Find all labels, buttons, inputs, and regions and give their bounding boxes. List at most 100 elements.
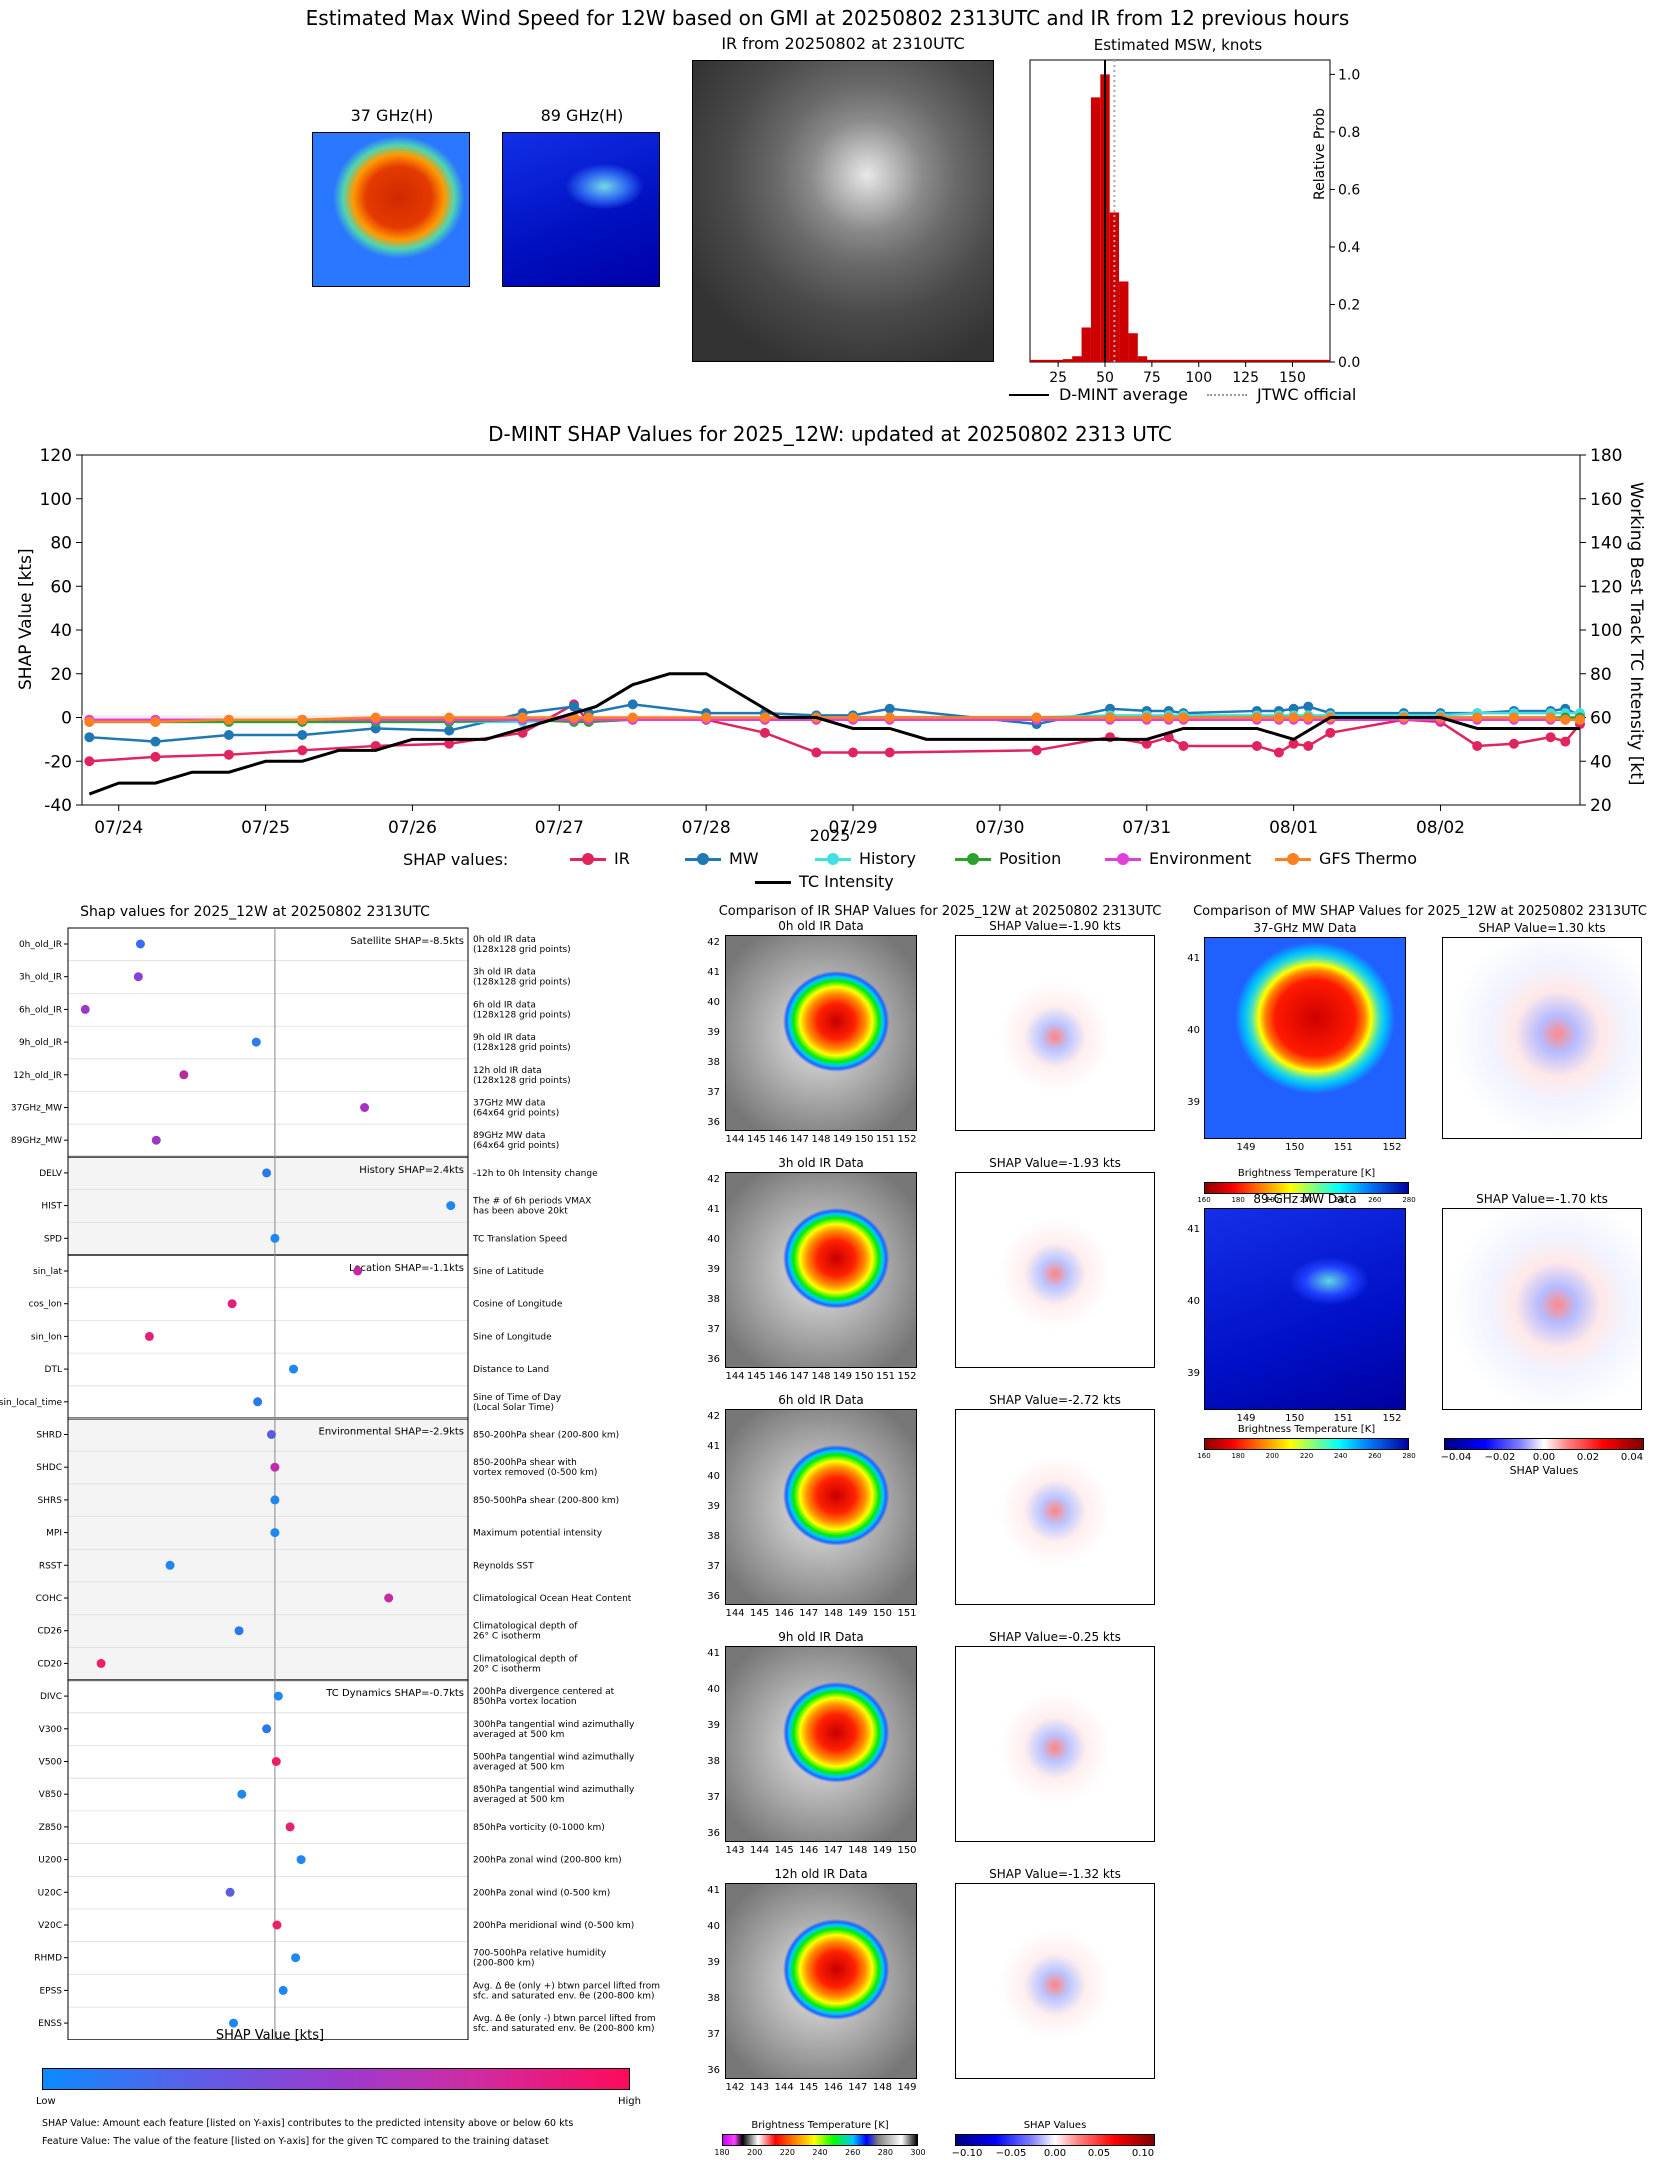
shap-feature-point [135, 939, 145, 949]
shap-feature-point [285, 1822, 295, 1832]
ir-row-shap-label: SHAP Value=-1.93 kts [989, 1156, 1121, 1170]
shap-feature-point [291, 1953, 301, 1963]
shap-feature-point [271, 1757, 281, 1766]
hist-bar [1081, 327, 1091, 362]
ir-xtick-label: 144 [725, 1608, 745, 1619]
ir-row-label: 3h old IR Data [778, 1156, 864, 1170]
ir-ytick-label: 38 [707, 1057, 720, 1068]
ts-series-point [223, 730, 234, 740]
shap-feature-name: U200 [38, 1856, 62, 1866]
hist-xtick-label: 150 [1279, 370, 1306, 386]
ts-series-point [1560, 736, 1571, 747]
ts-series-point [1508, 712, 1519, 723]
ts-series-point [1105, 712, 1116, 723]
shap-feature-name: 6h_old_IR [19, 1005, 62, 1015]
shap-feature-name: SHRD [36, 1431, 62, 1441]
mw-cb-tick-label: 280 [1402, 1196, 1416, 1204]
mw-cb-tick-label: 220 [1299, 1452, 1314, 1460]
ir-row-shap-label: SHAP Value=-1.90 kts [989, 919, 1121, 933]
ts-series-point [84, 756, 95, 767]
shap-feature-desc: sfc. and saturated env. θe (200-800 km) [473, 2024, 655, 2034]
shap-feature-point [165, 1560, 175, 1570]
shap-feature-desc: 9h old IR data [473, 1033, 536, 1043]
shap-feature-name: CD26 [37, 1627, 62, 1637]
mw-panel-title: Comparison of MW SHAP Values for 2025_12… [1193, 904, 1647, 919]
mw-ytick-label: 39 [1187, 1368, 1200, 1379]
ir-xtick-label: 152 [897, 1371, 917, 1382]
shap-feature-desc: Sine of Latitude [473, 1267, 544, 1277]
ir-ytick-label: 36 [707, 1354, 720, 1365]
mw-row-image [1204, 1208, 1406, 1410]
shap-feature-desc: 200hPa meridional wind (0-500 km) [473, 1921, 634, 1931]
ir-ytick-label: 38 [707, 1756, 720, 1767]
mw-row-label: 89-GHz MW Data [1253, 1192, 1357, 1206]
ir-shap-tick-label: −0.10 [951, 2148, 983, 2159]
ts-series-point [1178, 740, 1189, 751]
shap-feature-desc: Climatological depth of [473, 1654, 578, 1664]
ts-ytick-label: 120 [40, 446, 72, 466]
ir-ytick-label: 39 [707, 1957, 720, 1968]
feature-value-colorbar [42, 2068, 630, 2090]
hist-ytick-label: 0.0 [1338, 355, 1360, 371]
ir-xtick-label: 145 [774, 1845, 794, 1856]
ir-xtick-label: 144 [725, 1134, 745, 1145]
shap-feature-name: 9h_old_IR [19, 1038, 62, 1048]
ts-series-point [150, 751, 161, 762]
ir-row-shap-image [955, 935, 1155, 1131]
label-37ghz: 37 GHz(H) [350, 106, 434, 125]
ir-ytick-label: 36 [707, 2065, 720, 2076]
ts-series-point [627, 712, 638, 723]
ts-series-point [1303, 712, 1314, 723]
ts-series-point [1031, 745, 1042, 756]
mw-shap-tick-label: 0.02 [1576, 1452, 1600, 1463]
ts-ytick-right-label: 180 [1590, 446, 1622, 466]
ir-xtick-label: 143 [750, 2082, 770, 2093]
label-89ghz: 89 GHz(H) [540, 106, 624, 125]
shap-feature-point [446, 1201, 456, 1211]
shap-feature-point [179, 1070, 189, 1080]
ts-series-point [84, 716, 95, 727]
ir-ytick-label: 41 [707, 1204, 720, 1215]
ts-series-point [759, 712, 770, 723]
ir-row-image [725, 935, 917, 1131]
shap-group-label: Satellite SHAP=-8.5kts [350, 936, 464, 947]
ts-series-point [1251, 712, 1262, 723]
ir-ytick-label: 42 [707, 1174, 720, 1185]
ir-bt-colorbar [722, 2134, 918, 2146]
ts-xtick-label: 07/30 [975, 818, 1024, 838]
mw-ytick-label: 41 [1187, 953, 1200, 964]
shap-feature-desc: 850-200hPa shear (200-800 km) [473, 1431, 619, 1441]
shap-feature-desc: Avg. Δ θe (only +) btwn parcel lifted fr… [473, 1981, 660, 1991]
histogram-ylabel: Relative Prob [1312, 107, 1328, 200]
shap-feature-desc: 26° C isotherm [473, 1632, 541, 1642]
ir-bt-colorbar-label: Brightness Temperature [K] [751, 2120, 889, 2131]
ir-xtick-label: 150 [854, 1371, 874, 1382]
shap-feature-name: sin_lat [33, 1267, 62, 1277]
shap-feature-desc: Climatological Ocean Heat Content [473, 1594, 632, 1604]
ir-ytick-label: 41 [707, 967, 720, 978]
shap-feature-point [289, 1364, 299, 1374]
ir-cb-tick-label: 300 [910, 2148, 926, 2157]
hist-bar [1137, 356, 1148, 362]
shap-feature-name: CD20 [37, 1659, 62, 1669]
shap-feature-desc: 850hPa tangential wind azimuthally [473, 1785, 635, 1795]
shap-feature-desc: has been above 20kt [473, 1207, 568, 1217]
ts-series-point [444, 725, 455, 736]
hist-ytick-label: 0.6 [1338, 182, 1360, 198]
shap-feature-point [229, 2018, 239, 2028]
timeseries-title: D-MINT SHAP Values for 2025_12W: updated… [488, 422, 1172, 446]
ir-ytick-label: 37 [707, 1324, 720, 1335]
mw-cb-tick-label: 280 [1402, 1452, 1416, 1460]
ts-series-point [759, 727, 770, 738]
ts-ytick-label: 20 [50, 665, 72, 685]
shap-feature-name: U20C [38, 1888, 62, 1898]
ir-ytick-label: 36 [707, 1117, 720, 1128]
ir-xtick-label: 146 [823, 2082, 843, 2093]
ir-ytick-label: 42 [707, 1411, 720, 1422]
shap-feature-point [80, 1004, 90, 1014]
ir-ytick-label: 39 [707, 1501, 720, 1512]
legend-dmint-label: D-MINT average [1059, 385, 1188, 404]
ts-ytick-label: 80 [50, 534, 72, 554]
shap-feature-point [296, 1855, 306, 1865]
ts-series-point [1575, 714, 1585, 725]
